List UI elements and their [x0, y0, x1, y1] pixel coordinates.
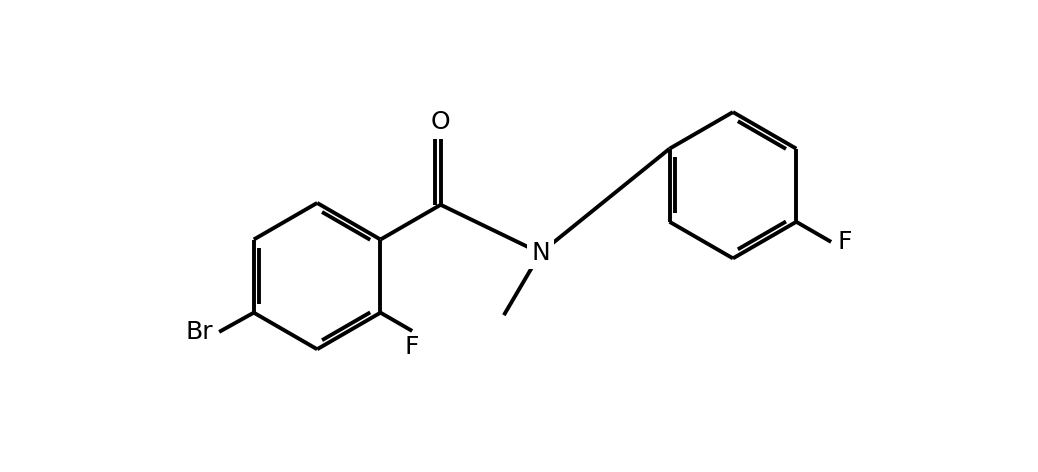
Text: F: F [838, 230, 852, 254]
Text: Br: Br [186, 320, 213, 344]
Text: N: N [531, 241, 550, 265]
Text: F: F [405, 335, 419, 359]
Text: O: O [431, 110, 450, 134]
